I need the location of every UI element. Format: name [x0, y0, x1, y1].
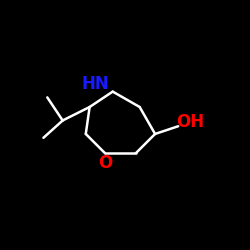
Text: OH: OH — [176, 114, 204, 132]
Text: HN: HN — [82, 75, 109, 93]
Text: O: O — [98, 154, 112, 172]
